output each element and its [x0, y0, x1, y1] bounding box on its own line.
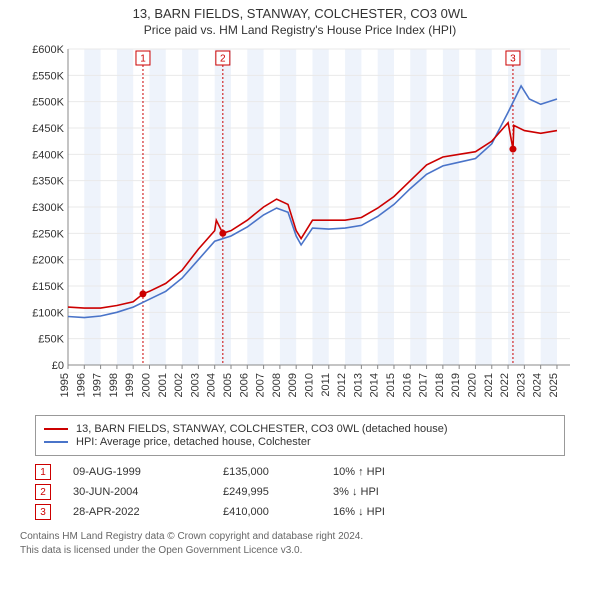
legend-label: HPI: Average price, detached house, Colc… [76, 436, 311, 448]
title-line-2: Price paid vs. HM Land Registry's House … [0, 23, 600, 37]
x-tick-label: 2022 [499, 373, 511, 397]
x-tick-label: 2012 [336, 373, 348, 397]
x-tick-label: 2018 [434, 373, 446, 397]
footnote: Contains HM Land Registry data © Crown c… [20, 530, 580, 557]
transaction-row: 1 09-AUG-1999£135,00010% ↑ HPI [35, 464, 565, 480]
footnote-line-1: Contains HM Land Registry data © Crown c… [20, 530, 580, 544]
transaction-point [219, 230, 226, 237]
x-tick-label: 2002 [173, 373, 185, 397]
x-tick-label: 2021 [483, 373, 495, 397]
x-tick-label: 2023 [515, 373, 527, 397]
marker-label: 3 [510, 54, 516, 65]
x-tick-label: 2014 [369, 373, 381, 397]
x-tick-label: 2015 [385, 373, 397, 397]
x-tick-label: 2010 [303, 373, 315, 397]
y-tick-label: £150K [32, 281, 64, 293]
transaction-point [139, 290, 146, 297]
y-tick-label: £100K [32, 307, 64, 319]
transaction-delta: 16% ↓ HPI [333, 506, 453, 518]
y-tick-label: £500K [32, 97, 64, 109]
transaction-marker: 3 [35, 504, 51, 520]
legend-swatch [44, 441, 68, 443]
x-tick-label: 2019 [450, 373, 462, 397]
chart-svg: £0 £50K £100K £150K £200K £250K £300K £350K £400… [20, 39, 580, 409]
transaction-price: £249,995 [223, 486, 333, 498]
x-tick-label: 2004 [206, 373, 218, 397]
x-tick-label: 2005 [222, 373, 234, 397]
y-tick-label: £0 [52, 360, 64, 372]
legend-item: 13, BARN FIELDS, STANWAY, COLCHESTER, CO… [44, 423, 556, 435]
transaction-marker: 2 [35, 484, 51, 500]
transaction-date: 30-JUN-2004 [73, 486, 223, 498]
legend-item: HPI: Average price, detached house, Colc… [44, 436, 556, 448]
x-tick-label: 1999 [124, 373, 136, 397]
marker-label: 2 [220, 54, 226, 65]
y-tick-label: £50K [38, 334, 64, 346]
x-tick-label: 2003 [189, 373, 201, 397]
x-tick-label: 1995 [59, 373, 71, 397]
y-tick-label: £550K [32, 70, 64, 82]
x-tick-label: 2008 [271, 373, 283, 397]
transaction-marker: 1 [35, 464, 51, 480]
x-tick-label: 1998 [108, 373, 120, 397]
x-tick-label: 2025 [548, 373, 560, 397]
titles: 13, BARN FIELDS, STANWAY, COLCHESTER, CO… [0, 0, 600, 39]
transaction-date: 28-APR-2022 [73, 506, 223, 518]
transaction-price: £410,000 [223, 506, 333, 518]
x-tick-label: 2013 [352, 373, 364, 397]
legend: 13, BARN FIELDS, STANWAY, COLCHESTER, CO… [35, 415, 565, 456]
transactions-table: 1 09-AUG-1999£135,00010% ↑ HPI 2 30-JUN-200… [35, 464, 565, 520]
transaction-point [509, 146, 516, 153]
transaction-price: £135,000 [223, 466, 333, 478]
footnote-line-2: This data is licensed under the Open Gov… [20, 544, 580, 558]
y-tick-label: £450K [32, 123, 64, 135]
plot-area: £0 £50K £100K £150K £200K £250K £300K £350K £400… [20, 39, 580, 409]
transaction-delta: 3% ↓ HPI [333, 486, 453, 498]
x-tick-label: 2000 [140, 373, 152, 397]
transaction-date: 09-AUG-1999 [73, 466, 223, 478]
x-tick-label: 2001 [157, 373, 169, 397]
x-tick-label: 1996 [75, 373, 87, 397]
legend-swatch [44, 428, 68, 430]
title-line-1: 13, BARN FIELDS, STANWAY, COLCHESTER, CO… [0, 6, 600, 21]
x-tick-label: 2011 [320, 373, 332, 397]
y-tick-label: £300K [32, 202, 64, 214]
x-tick-label: 2024 [532, 373, 544, 397]
marker-label: 1 [140, 54, 146, 65]
x-tick-label: 2017 [418, 373, 430, 397]
y-tick-label: £250K [32, 228, 64, 240]
x-tick-label: 2020 [466, 373, 478, 397]
x-tick-label: 2006 [238, 373, 250, 397]
transaction-delta: 10% ↑ HPI [333, 466, 453, 478]
x-tick-label: 2016 [401, 373, 413, 397]
y-tick-label: £350K [32, 176, 64, 188]
x-tick-label: 1997 [92, 373, 104, 397]
x-tick-label: 2009 [287, 373, 299, 397]
y-tick-label: £400K [32, 149, 64, 161]
y-tick-label: £200K [32, 255, 64, 267]
chart-container: 13, BARN FIELDS, STANWAY, COLCHESTER, CO… [0, 0, 600, 557]
legend-label: 13, BARN FIELDS, STANWAY, COLCHESTER, CO… [76, 423, 447, 435]
transaction-row: 3 28-APR-2022£410,00016% ↓ HPI [35, 504, 565, 520]
y-tick-label: £600K [32, 44, 64, 56]
x-tick-label: 2007 [255, 373, 267, 397]
transaction-row: 2 30-JUN-2004£249,9953% ↓ HPI [35, 484, 565, 500]
